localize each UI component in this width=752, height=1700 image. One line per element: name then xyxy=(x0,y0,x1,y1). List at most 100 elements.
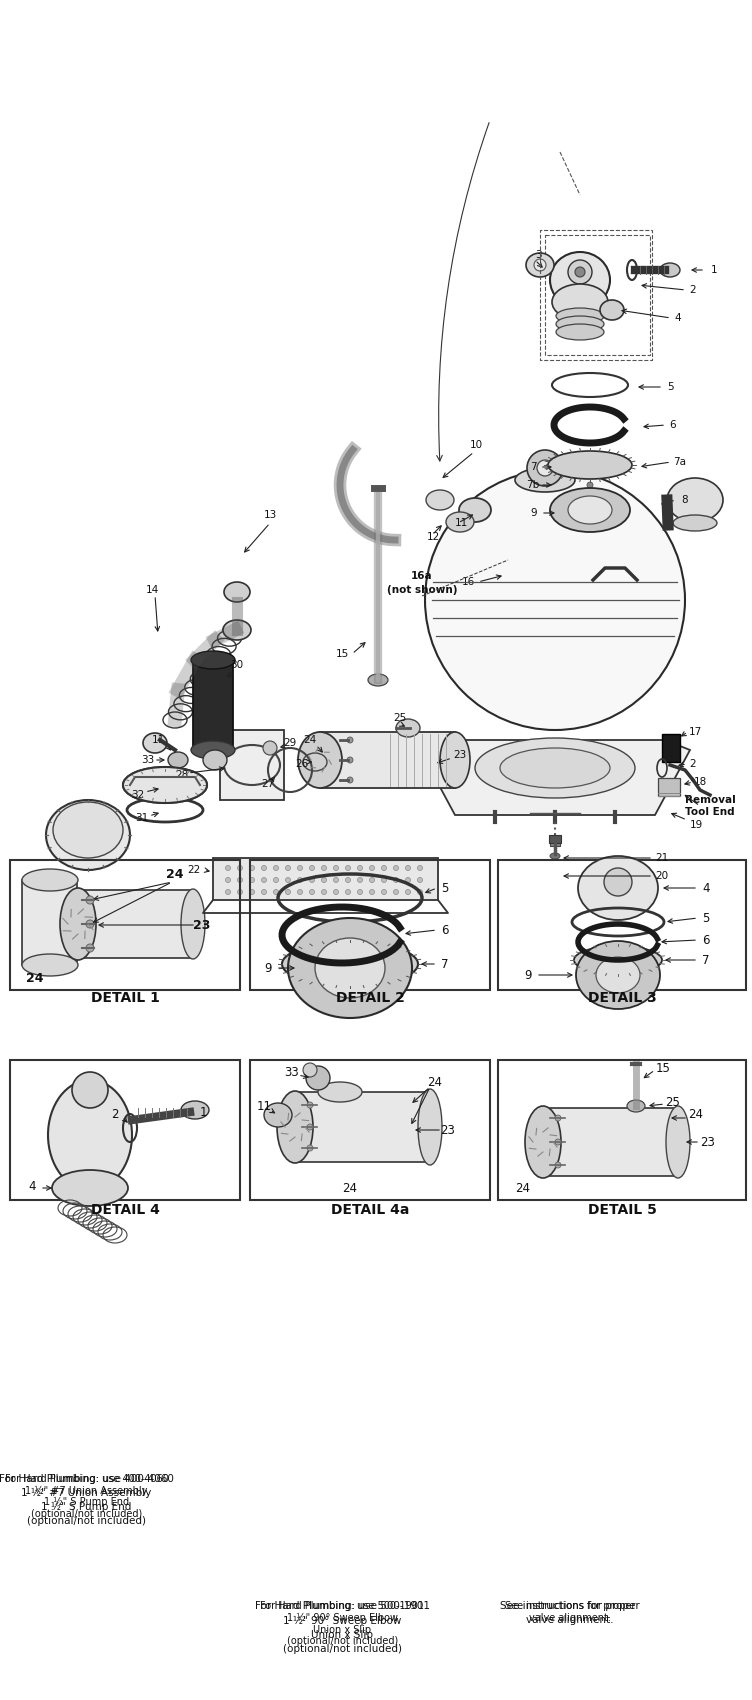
Circle shape xyxy=(298,877,302,882)
Ellipse shape xyxy=(526,253,554,277)
Ellipse shape xyxy=(123,767,207,802)
Circle shape xyxy=(357,865,362,870)
Circle shape xyxy=(286,865,290,870)
Text: 24: 24 xyxy=(166,867,183,881)
Text: 18: 18 xyxy=(693,777,707,787)
Circle shape xyxy=(369,865,374,870)
Bar xyxy=(78,891,193,959)
Bar xyxy=(193,660,233,750)
Circle shape xyxy=(298,889,302,894)
Circle shape xyxy=(345,865,350,870)
Circle shape xyxy=(555,1115,561,1120)
Circle shape xyxy=(72,1073,108,1108)
Text: 6: 6 xyxy=(702,933,710,947)
Bar xyxy=(22,881,77,966)
Circle shape xyxy=(347,756,353,763)
Ellipse shape xyxy=(673,515,717,530)
Text: 7: 7 xyxy=(702,954,710,967)
Circle shape xyxy=(226,877,231,882)
Text: 7a: 7a xyxy=(674,457,687,468)
Text: 24: 24 xyxy=(26,971,44,984)
Ellipse shape xyxy=(556,316,604,332)
Ellipse shape xyxy=(22,954,78,976)
Circle shape xyxy=(262,865,266,870)
Ellipse shape xyxy=(515,468,575,491)
Ellipse shape xyxy=(191,741,235,758)
Ellipse shape xyxy=(191,651,235,670)
Text: 14: 14 xyxy=(145,585,159,595)
Ellipse shape xyxy=(574,945,662,974)
Ellipse shape xyxy=(288,918,412,1018)
Text: 23: 23 xyxy=(453,750,467,760)
Text: 1: 1 xyxy=(711,265,717,275)
Text: 10: 10 xyxy=(469,440,483,450)
Text: 5: 5 xyxy=(702,911,710,925)
Ellipse shape xyxy=(168,751,188,768)
Ellipse shape xyxy=(627,1100,645,1112)
Text: 16: 16 xyxy=(462,576,475,586)
Circle shape xyxy=(238,877,242,882)
Circle shape xyxy=(307,1102,313,1108)
Text: 4: 4 xyxy=(29,1180,36,1192)
Text: 29: 29 xyxy=(284,738,296,748)
Circle shape xyxy=(286,877,290,882)
Text: 33: 33 xyxy=(141,755,155,765)
Circle shape xyxy=(307,1146,313,1151)
Circle shape xyxy=(274,889,278,894)
Text: 4: 4 xyxy=(702,882,710,894)
Circle shape xyxy=(238,889,242,894)
Text: 22: 22 xyxy=(187,865,201,876)
Circle shape xyxy=(262,877,266,882)
Bar xyxy=(549,835,561,843)
Circle shape xyxy=(250,877,254,882)
Circle shape xyxy=(250,889,254,894)
Circle shape xyxy=(417,889,423,894)
Ellipse shape xyxy=(578,857,658,920)
Circle shape xyxy=(303,1062,317,1078)
Text: 2: 2 xyxy=(111,1108,119,1122)
Text: 24: 24 xyxy=(342,1182,357,1195)
Bar xyxy=(320,733,455,789)
Text: 2: 2 xyxy=(690,758,696,768)
Ellipse shape xyxy=(48,1080,132,1190)
Text: 7: 7 xyxy=(441,957,449,971)
Ellipse shape xyxy=(282,942,418,986)
Text: 11: 11 xyxy=(151,734,165,745)
Ellipse shape xyxy=(203,750,227,770)
Text: 23: 23 xyxy=(193,918,211,932)
Text: 9: 9 xyxy=(524,969,532,981)
Text: 23: 23 xyxy=(441,1124,456,1137)
Ellipse shape xyxy=(123,767,207,802)
Text: 23: 23 xyxy=(701,1136,715,1149)
Circle shape xyxy=(262,889,266,894)
Text: 26: 26 xyxy=(296,758,308,768)
Circle shape xyxy=(555,1139,561,1146)
Text: For Hard Plumbing: use 500-1901
1 ½" 90° Sweep Elbow
Union x Slip
(optional/not : For Hard Plumbing: use 500-1901 1 ½" 90°… xyxy=(260,1601,424,1646)
Circle shape xyxy=(298,865,302,870)
Bar xyxy=(10,1061,240,1200)
Circle shape xyxy=(425,469,685,729)
Text: 24: 24 xyxy=(427,1076,442,1088)
Text: 11: 11 xyxy=(256,1100,271,1114)
Text: 16a: 16a xyxy=(411,571,433,581)
Ellipse shape xyxy=(315,938,385,998)
Circle shape xyxy=(393,889,399,894)
Text: For Hard Plumbing: use 500-1901
1 ½" 90° Sweep Elbow
Union x Slip
(optional/not : For Hard Plumbing: use 500-1901 1 ½" 90°… xyxy=(255,1601,429,1654)
Circle shape xyxy=(534,258,546,270)
Circle shape xyxy=(322,877,326,882)
Bar xyxy=(658,779,680,796)
Bar xyxy=(250,1061,490,1200)
Text: 9: 9 xyxy=(264,962,271,974)
Ellipse shape xyxy=(318,1081,362,1102)
Ellipse shape xyxy=(181,889,205,959)
Text: DETAIL 3: DETAIL 3 xyxy=(587,991,656,1005)
Ellipse shape xyxy=(303,753,327,772)
Circle shape xyxy=(306,1066,330,1090)
Ellipse shape xyxy=(22,869,78,891)
Text: 24: 24 xyxy=(303,734,317,745)
Circle shape xyxy=(381,865,387,870)
Text: DETAIL 5: DETAIL 5 xyxy=(587,1204,656,1217)
Text: 20: 20 xyxy=(656,870,669,881)
Circle shape xyxy=(417,877,423,882)
Text: 2: 2 xyxy=(690,286,696,296)
